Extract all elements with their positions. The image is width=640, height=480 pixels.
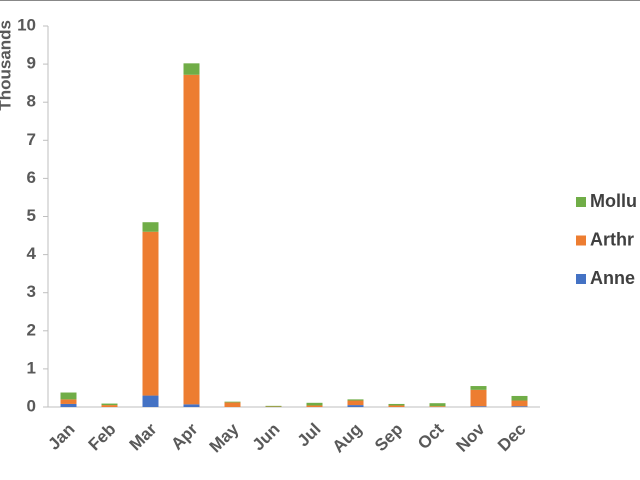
bar-segment — [142, 395, 159, 407]
bar-segment — [101, 405, 118, 407]
bar-segment — [347, 405, 364, 407]
y-tick-label: 9 — [27, 54, 36, 73]
bar-segment — [511, 400, 528, 407]
bar-segment — [60, 399, 77, 404]
bar-segment — [429, 406, 446, 407]
bar-segment — [470, 406, 487, 407]
x-tick-label: Nov — [452, 419, 489, 456]
y-tick-label: 10 — [17, 15, 36, 34]
bar-segment — [388, 405, 405, 407]
bar-segment — [347, 399, 364, 401]
bar-segment — [183, 63, 200, 75]
x-tick-label: Feb — [85, 420, 120, 455]
x-tick-label: Dec — [494, 420, 529, 455]
x-tick-label: Sep — [371, 420, 406, 455]
bar-segment — [60, 403, 77, 407]
bar-segment — [265, 405, 282, 407]
bar-segment — [101, 403, 118, 406]
bar-segment — [470, 389, 487, 407]
y-tick-label: 2 — [27, 320, 36, 339]
bar-segment — [224, 401, 241, 403]
legend-swatch — [576, 274, 586, 284]
bar-segment — [183, 404, 200, 407]
legend-swatch — [576, 197, 586, 207]
bar-segment — [306, 405, 323, 407]
x-tick-label: Jun — [249, 420, 284, 455]
bar-segment — [511, 395, 528, 401]
bar-segment — [347, 400, 364, 406]
y-tick-label: 6 — [27, 168, 36, 187]
y-tick-label: 0 — [27, 396, 36, 415]
bar-segment — [224, 402, 241, 407]
bar-segment — [183, 74, 200, 405]
bar-segment — [388, 403, 405, 406]
x-tick-label: May — [206, 419, 243, 456]
bar-segment — [142, 231, 159, 396]
bar-segment — [470, 386, 487, 390]
x-tick-label: Apr — [167, 419, 201, 453]
y-axis-label: Thousands — [0, 20, 14, 111]
legend-label: Arthr — [590, 229, 634, 249]
bar-segment — [429, 403, 446, 407]
y-tick-label: 4 — [27, 244, 37, 263]
x-tick-label: Mar — [126, 419, 161, 454]
y-tick-label: 5 — [27, 206, 36, 225]
bar-segment — [511, 406, 528, 407]
y-tick-label: 1 — [27, 358, 36, 377]
x-tick-label: Aug — [329, 420, 366, 457]
bar-segment — [306, 402, 323, 406]
bar-segment — [142, 222, 159, 232]
bar-segment — [60, 392, 77, 400]
x-tick-label: Jul — [294, 420, 325, 451]
y-tick-label: 8 — [27, 92, 36, 111]
x-tick-label: Jan — [44, 420, 78, 454]
y-tick-label: 7 — [27, 130, 36, 149]
legend-swatch — [576, 235, 586, 246]
legend-label: Anne — [590, 268, 635, 288]
legend-label: Mollu — [590, 191, 637, 211]
x-tick-label: Oct — [414, 419, 448, 453]
y-tick-label: 3 — [27, 282, 36, 301]
